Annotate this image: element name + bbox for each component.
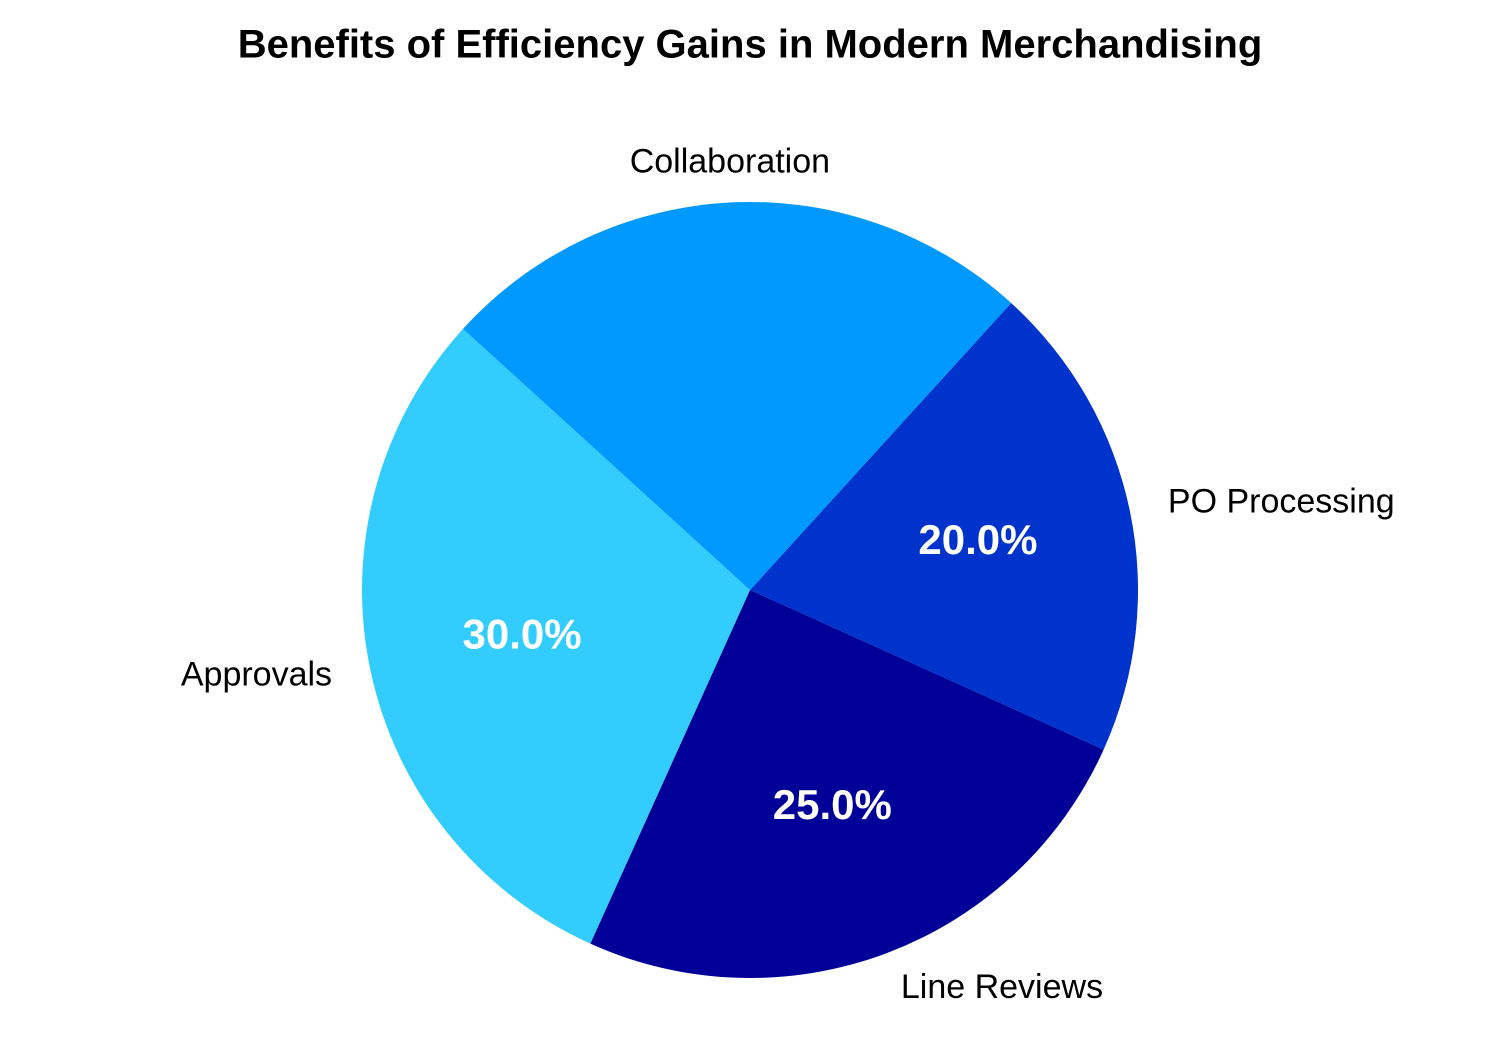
category-label: PO Processing: [1168, 482, 1395, 520]
chart-title: Benefits of Efficiency Gains in Modern M…: [238, 23, 1263, 67]
pie-slice: [362, 328, 750, 944]
category-label: Line Reviews: [901, 968, 1103, 1006]
category-label: Approvals: [181, 656, 332, 694]
pie-slice: [590, 590, 1104, 978]
pie-slice: [750, 303, 1138, 750]
category-label: Collaboration: [630, 143, 830, 181]
value-label: 30.0%: [462, 610, 581, 657]
pie-slice: [463, 202, 1012, 590]
value-label: 25.0%: [773, 781, 892, 828]
value-label: 20.0%: [918, 516, 1037, 563]
